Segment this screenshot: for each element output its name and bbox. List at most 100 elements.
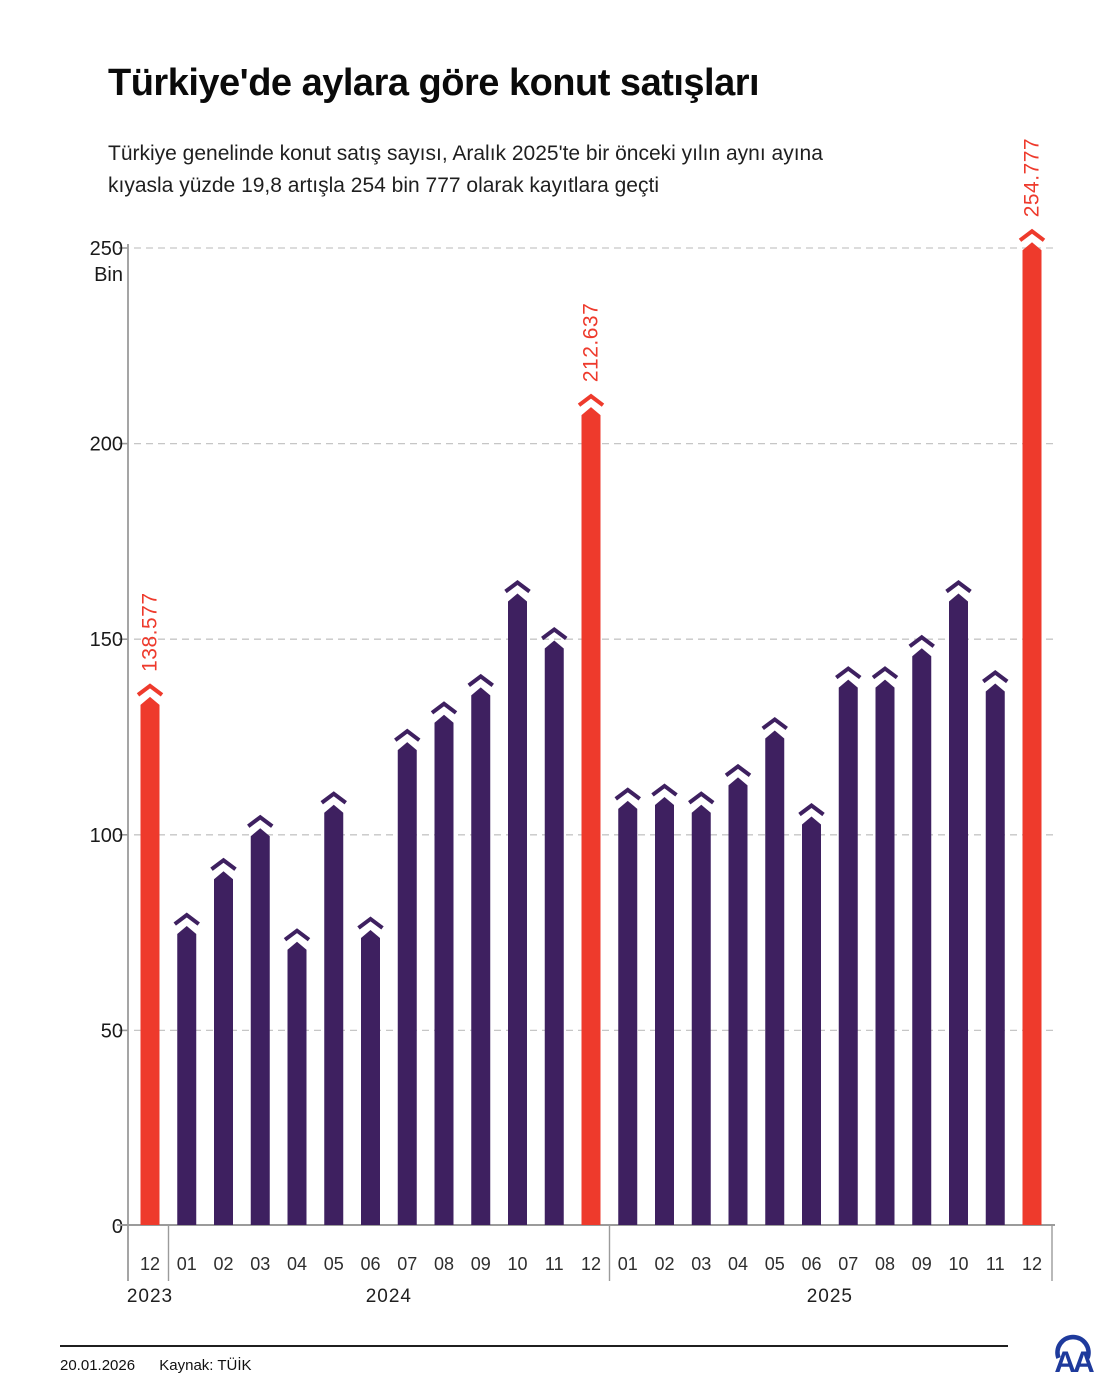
- footer-divider: [60, 1345, 1008, 1347]
- bar-2024-03: [250, 828, 270, 1225]
- bar-arrow-cap-2024-06: [357, 916, 384, 930]
- x-tick-label-2025-04: 04: [728, 1254, 748, 1274]
- x-tick-label-2024-07: 07: [397, 1254, 417, 1274]
- bar-2024-04: [287, 941, 307, 1225]
- y-tick-label-250: 250: [90, 238, 123, 260]
- bar-arrow-cap-2024-01: [173, 912, 200, 926]
- footer-source: Kaynak: TÜİK: [159, 1357, 252, 1374]
- bar-arrow-cap-2025-10: [945, 580, 972, 594]
- bar-2025-03: [691, 804, 711, 1225]
- x-tick-label-2024-08: 08: [434, 1254, 454, 1274]
- bar-2024-07: [397, 742, 417, 1225]
- year-label-2023: 2023: [127, 1286, 173, 1307]
- x-tick-label-2024-01: 01: [177, 1254, 197, 1274]
- footer: 20.01.2026 Kaynak: TÜİK: [60, 1357, 252, 1374]
- bar-arrow-cap-2024-08: [430, 701, 458, 715]
- bar-value-label-2025-12: 254.777: [1021, 138, 1044, 217]
- bar-2025-09: [912, 648, 932, 1225]
- x-tick-label-2023-12: 12: [140, 1254, 160, 1274]
- page-subtitle: Türkiye genelinde konut satış sayısı, Ar…: [108, 138, 823, 202]
- bar-arrow-cap-2024-09: [467, 673, 494, 688]
- x-tick-label-2024-09: 09: [471, 1254, 491, 1274]
- bar-2025-10: [949, 593, 968, 1225]
- x-tick-label-2025-02: 02: [654, 1254, 674, 1274]
- x-tick-label-2024-12: 12: [581, 1254, 601, 1274]
- x-tick-label-2025-10: 10: [948, 1254, 968, 1274]
- bar-arrow-cap-2023-12: [136, 683, 164, 697]
- y-axis-unit-label: Bin: [94, 264, 123, 286]
- y-tick-label-0: 0: [112, 1216, 123, 1238]
- x-tick-label-2025-07: 07: [838, 1254, 858, 1274]
- bar-2025-11: [985, 683, 1005, 1225]
- bar-2024-11: [544, 640, 564, 1225]
- bar-2025-02: [655, 796, 674, 1225]
- year-label-2024: 2024: [366, 1286, 412, 1307]
- bar-arrow-cap-2024-07: [394, 728, 421, 742]
- bar-2023-12: [140, 696, 160, 1225]
- x-tick-label-2025-05: 05: [765, 1254, 785, 1274]
- bar-arrow-cap-2025-12: [1018, 228, 1046, 242]
- subtitle-line-2: kıyasla yüzde 19,8 artışla 254 bin 777 o…: [108, 174, 659, 197]
- bar-2024-05: [324, 804, 344, 1225]
- bar-arrow-cap-2025-02: [651, 783, 678, 797]
- y-tick-label-200: 200: [90, 434, 123, 456]
- bar-2024-12: [581, 407, 601, 1225]
- x-tick-label-2024-02: 02: [213, 1254, 233, 1274]
- bar-value-label-2023-12: 138.577: [139, 592, 162, 671]
- x-tick-label-2024-11: 11: [545, 1254, 564, 1274]
- bar-arrow-cap-2025-04: [724, 763, 752, 777]
- bar-2025-04: [728, 777, 748, 1225]
- bar-arrow-cap-2025-08: [871, 666, 899, 680]
- bar-2024-08: [434, 714, 454, 1225]
- logo-arc: [1055, 1334, 1091, 1359]
- x-tick-label-2025-12: 12: [1022, 1254, 1042, 1274]
- bar-arrow-cap-2024-04: [283, 928, 311, 942]
- bar-arrow-cap-2024-11: [541, 626, 568, 641]
- bar-2024-06: [361, 929, 380, 1225]
- bar-arrow-cap-2025-09: [908, 634, 935, 648]
- year-label-2025: 2025: [807, 1286, 853, 1307]
- bar-arrow-cap-2025-07: [835, 666, 862, 680]
- x-tick-label-2025-08: 08: [875, 1254, 895, 1274]
- bar-arrow-cap-2024-05: [320, 791, 347, 805]
- x-tick-label-2024-04: 04: [287, 1254, 307, 1274]
- bar-2025-01: [618, 800, 638, 1225]
- footer-date: 20.01.2026: [60, 1357, 136, 1374]
- bar-arrow-cap-2025-05: [761, 716, 788, 731]
- x-tick-label-2025-01: 01: [618, 1254, 638, 1274]
- x-tick-label-2024-05: 05: [324, 1254, 344, 1274]
- x-tick-label-2025-09: 09: [912, 1254, 932, 1274]
- bar-2024-01: [177, 926, 197, 1225]
- bar-arrow-cap-2024-12: [577, 393, 605, 407]
- bar-arrow-cap-2024-03: [247, 814, 274, 828]
- aa-agency-logo-icon: AA: [1054, 1334, 1095, 1376]
- x-tick-label-2024-10: 10: [507, 1254, 527, 1274]
- bar-2024-10: [508, 593, 527, 1225]
- bar-arrow-cap-2025-11: [982, 669, 1009, 684]
- y-tick-label-150: 150: [90, 629, 123, 651]
- x-tick-label-2024-06: 06: [360, 1254, 380, 1274]
- page-title: Türkiye'de aylara göre konut satışları: [108, 62, 760, 104]
- bar-2024-09: [471, 687, 491, 1225]
- x-tick-label-2025-06: 06: [801, 1254, 821, 1274]
- bar-arrow-cap-2025-06: [798, 803, 825, 817]
- bar-2025-08: [875, 679, 895, 1225]
- bar-value-label-2024-12: 212.637: [580, 303, 603, 382]
- y-tick-label-50: 50: [101, 1020, 123, 1042]
- bar-arrow-cap-2024-02: [210, 857, 237, 871]
- bar-2025-12: [1022, 242, 1042, 1225]
- bar-arrow-cap-2025-03: [688, 791, 715, 805]
- x-tick-label-2024-03: 03: [250, 1254, 270, 1274]
- x-tick-label-2025-03: 03: [691, 1254, 711, 1274]
- bar-arrow-cap-2024-10: [504, 580, 531, 594]
- bar-arrow-cap-2025-01: [614, 787, 641, 801]
- bar-2024-02: [214, 871, 233, 1225]
- bar-2025-05: [765, 730, 785, 1225]
- logo-letters: AA: [1054, 1346, 1094, 1376]
- y-tick-label-100: 100: [90, 825, 123, 847]
- bar-2025-06: [802, 816, 821, 1225]
- x-tick-label-2025-11: 11: [986, 1254, 1005, 1274]
- subtitle-line-1: Türkiye genelinde konut satış sayısı, Ar…: [108, 142, 823, 165]
